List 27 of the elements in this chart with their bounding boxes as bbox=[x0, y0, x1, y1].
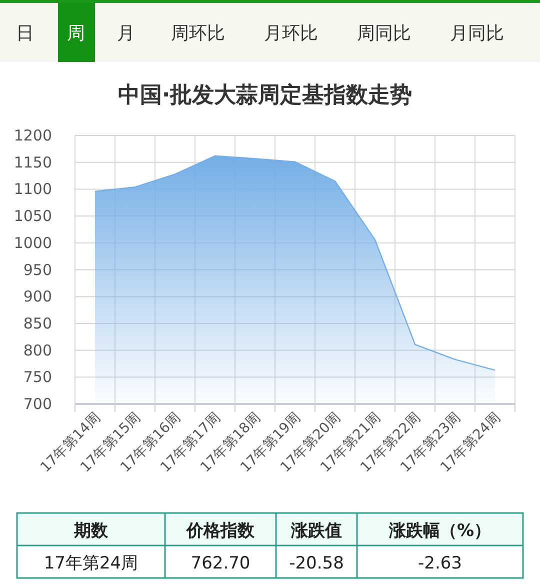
y-tick-label: 950 bbox=[23, 260, 52, 279]
text: 周环比 bbox=[171, 23, 225, 44]
text: 期数 bbox=[73, 521, 109, 541]
y-tick-label: 1100 bbox=[14, 180, 52, 198]
y-tick-label: 800 bbox=[23, 341, 52, 360]
text: 日 bbox=[16, 23, 34, 44]
text: 周同比 bbox=[357, 23, 411, 44]
y-tick-label: 1150 bbox=[14, 153, 52, 172]
text: 月 bbox=[117, 23, 135, 44]
y-tick-label: 700 bbox=[23, 395, 52, 413]
text: 月环比 bbox=[264, 23, 318, 44]
chart-title: 中国·批发大蒜周定基指数走势 bbox=[118, 82, 412, 108]
text: 762.70 bbox=[190, 554, 250, 574]
y-tick-label: 1000 bbox=[14, 234, 52, 252]
text: 17年第24周 bbox=[44, 554, 138, 574]
y-tick-label: 850 bbox=[23, 314, 52, 332]
text: 涨跌值 bbox=[290, 521, 342, 541]
text: -2.63 bbox=[418, 554, 462, 574]
y-tick-label: 750 bbox=[23, 368, 52, 386]
text: 涨跌幅（%） bbox=[388, 521, 492, 541]
text: 月同比 bbox=[450, 23, 504, 44]
y-tick-label: 900 bbox=[23, 288, 52, 306]
text: 周 bbox=[67, 23, 85, 44]
text: -20.58 bbox=[289, 554, 344, 574]
y-tick-label: 1200 bbox=[14, 126, 52, 144]
text: 价格指数 bbox=[186, 521, 256, 541]
y-tick-label: 1050 bbox=[14, 207, 52, 226]
